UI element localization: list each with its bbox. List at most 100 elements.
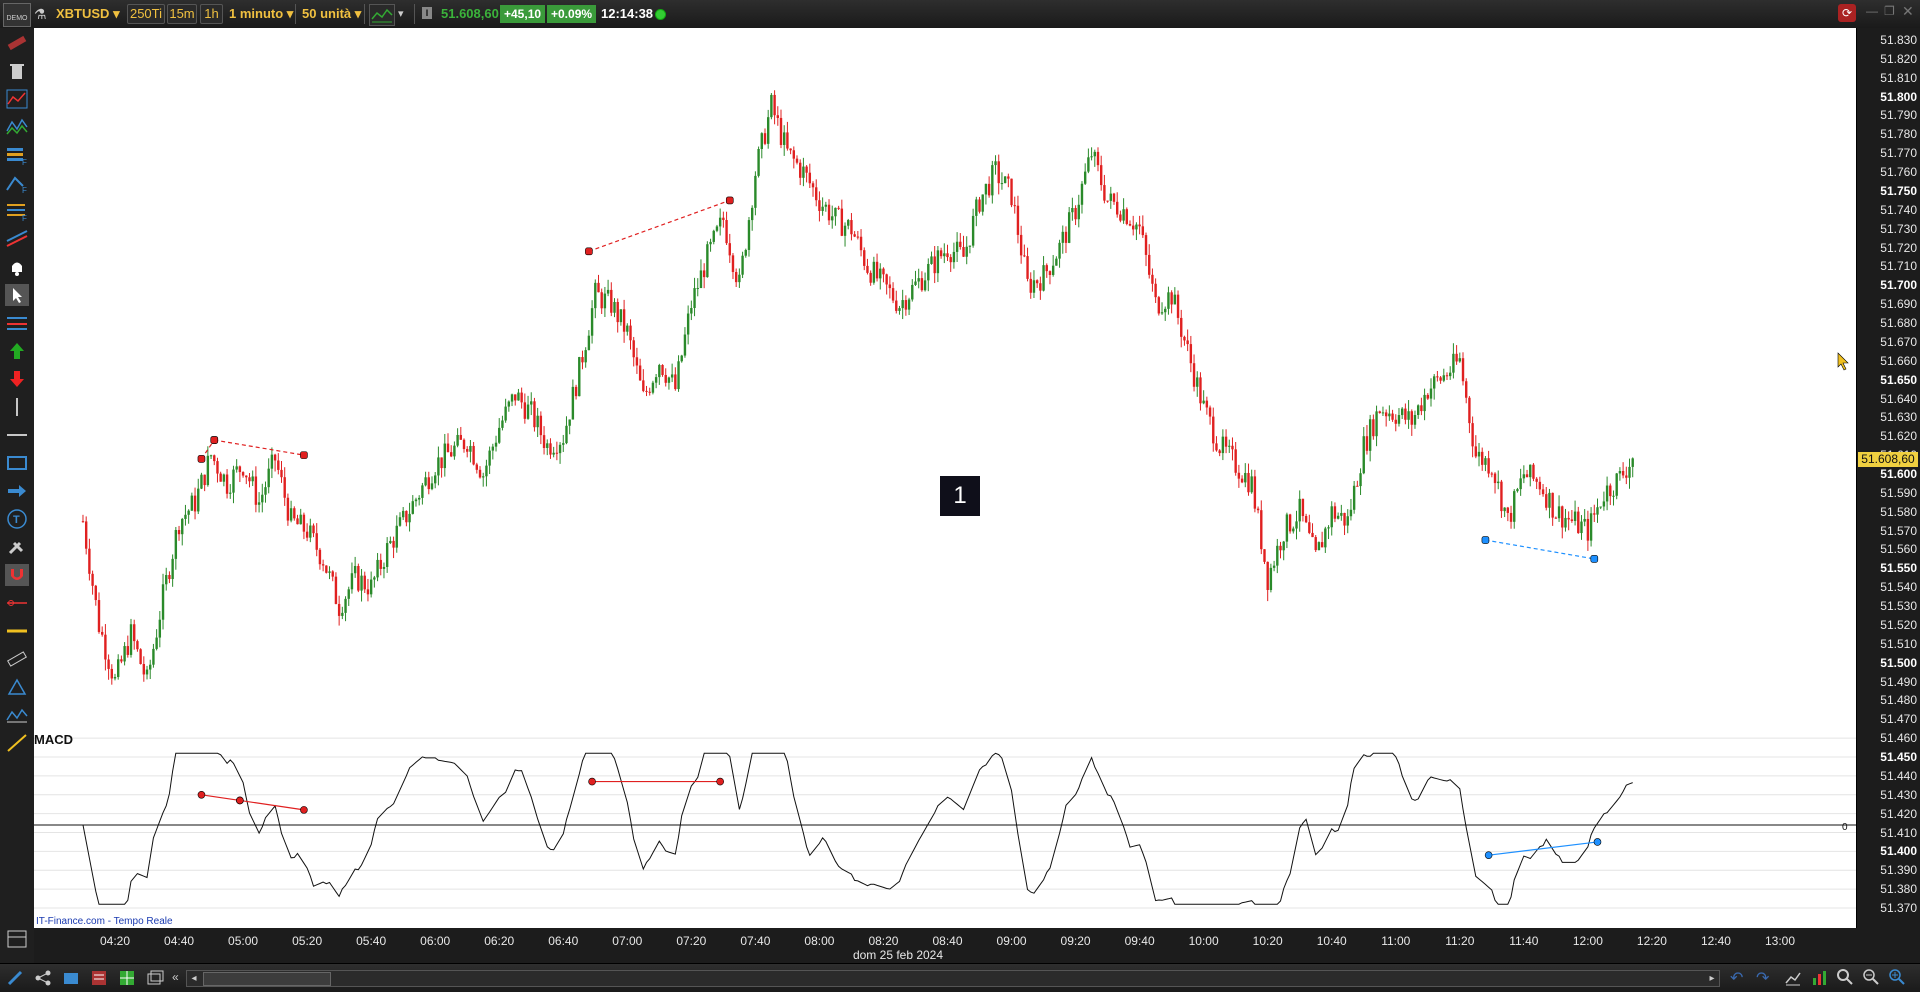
ruler-icon[interactable] — [5, 32, 29, 54]
template-icon[interactable] — [5, 928, 29, 950]
segment-icon[interactable] — [5, 592, 29, 614]
macd-divergence-point[interactable] — [716, 777, 724, 786]
macd-divergence-point[interactable] — [300, 806, 308, 814]
symbol-selector[interactable]: XBTUSD ▾ — [56, 6, 120, 21]
chart-icon[interactable] — [1784, 969, 1802, 990]
minimize-icon[interactable]: — — [1866, 4, 1878, 18]
interval-dropdown[interactable]: 1 minuto ▾ — [229, 6, 294, 21]
line-chart-icon[interactable] — [5, 88, 29, 110]
timeframe-1h-button[interactable]: 1h — [200, 4, 223, 24]
scroll-right-arrow-icon[interactable]: ▸ — [1709, 973, 1715, 984]
macd-panel[interactable]: MACD 0 IT-Finance.com - Tempo Reale — [34, 728, 1856, 928]
screenshot-icon[interactable] — [62, 969, 80, 990]
scroll-thumb[interactable] — [203, 972, 331, 986]
list-icon[interactable] — [90, 969, 108, 990]
trash-icon[interactable] — [5, 60, 29, 82]
pen-icon[interactable] — [6, 969, 24, 990]
candle-body — [773, 94, 776, 116]
zoom-search-icon[interactable] — [1836, 968, 1854, 989]
sell-arrow-icon[interactable] — [5, 368, 29, 390]
candle-body — [1436, 376, 1439, 378]
divergence-point[interactable] — [1481, 536, 1490, 544]
macd-divergence-line[interactable] — [201, 794, 240, 802]
zoom-out-icon[interactable] — [1862, 968, 1880, 989]
candle-body — [911, 284, 914, 300]
divergence-point[interactable] — [197, 455, 206, 463]
divergence-point[interactable] — [1590, 555, 1599, 563]
macd-divergence-line[interactable] — [1488, 841, 1598, 856]
time-axis[interactable]: 04:20 04:40 05:00 05:20 05:40 06:00 06:20 06:40… — [34, 928, 1856, 963]
candle-body — [421, 485, 424, 498]
windows-icon[interactable] — [146, 969, 164, 990]
divergence-point[interactable] — [725, 196, 734, 205]
channel-icon[interactable] — [5, 228, 29, 250]
macd-divergence-line[interactable] — [239, 799, 305, 811]
candle-body — [1058, 242, 1061, 259]
vertical-line-icon[interactable] — [5, 396, 29, 418]
macd-divergence-point[interactable] — [588, 777, 596, 786]
cursor-icon[interactable] — [5, 284, 29, 306]
units-dropdown[interactable]: 50 unità ▾ — [302, 6, 362, 21]
share-icon[interactable] — [34, 969, 52, 990]
divergence-line[interactable] — [214, 439, 305, 456]
buy-arrow-icon[interactable] — [5, 340, 29, 362]
macd-divergence-point[interactable] — [1593, 838, 1602, 846]
indicators-icon[interactable] — [1810, 969, 1828, 990]
divergence-line[interactable] — [588, 199, 730, 252]
undo-icon[interactable]: ↶ — [1730, 970, 1744, 987]
rectangle-icon[interactable] — [5, 452, 29, 474]
candle-body — [1301, 498, 1305, 517]
indicator-icon[interactable] — [5, 116, 29, 138]
macd-divergence-point[interactable] — [236, 796, 244, 805]
yellow-line-icon[interactable] — [5, 620, 29, 642]
timeframe-15m-button[interactable]: 15m — [167, 4, 197, 24]
text-tool-icon[interactable]: T — [5, 508, 29, 530]
divergence-line[interactable] — [1485, 539, 1595, 560]
price-tick-label: 51.830 — [1880, 33, 1917, 47]
measure-icon[interactable] — [5, 648, 29, 670]
grid-icon[interactable] — [118, 969, 136, 990]
fibonacci-fan-icon[interactable]: F — [5, 172, 29, 195]
info-icon[interactable]: I — [422, 7, 432, 19]
divergence-point[interactable] — [210, 436, 219, 444]
candle-body — [994, 161, 997, 166]
macd-divergence-point[interactable] — [1484, 851, 1493, 859]
divergence-point[interactable] — [585, 247, 593, 256]
trendline-icon[interactable] — [5, 732, 29, 754]
price-tick-label: 51.670 — [1880, 334, 1917, 349]
chart-style-dropdown[interactable]: ▾ — [398, 8, 404, 20]
divergence-point[interactable] — [300, 451, 308, 459]
candle-body — [110, 668, 113, 679]
chart-style-icon[interactable] — [369, 4, 395, 26]
time-tick-label: 09:00 — [996, 934, 1027, 948]
candle-body — [1384, 412, 1388, 417]
sync-icon[interactable]: ⟳ — [1838, 4, 1856, 22]
scroll-start-icon[interactable]: « — [172, 970, 179, 984]
candle-body — [1154, 283, 1157, 298]
magnet-icon[interactable] — [5, 564, 29, 586]
horizontal-scrollbar[interactable]: ◂ ▸ — [186, 970, 1720, 987]
candle-body — [1529, 464, 1532, 478]
candle-body — [1003, 176, 1007, 184]
fibonacci-icon[interactable]: F — [5, 144, 29, 167]
alert-bell-icon[interactable] — [5, 256, 29, 278]
candle-body — [1442, 375, 1445, 381]
redo-icon[interactable]: ↷ — [1756, 970, 1770, 987]
zoom-in-icon[interactable] — [1888, 968, 1906, 989]
arrow-right-icon[interactable] — [5, 480, 29, 502]
restore-icon[interactable]: ❐ — [1884, 4, 1895, 18]
price-axis[interactable]: 51.830 51.820 51.810 51.800 51.790 51.780 51.7… — [1856, 28, 1920, 928]
wave-icon[interactable] — [5, 704, 29, 726]
horizontal-line-icon[interactable] — [5, 424, 29, 446]
time-tick-label: 11:00 — [1381, 934, 1411, 948]
macd-divergence-point[interactable] — [197, 790, 206, 799]
price-tick-label: 51.590 — [1880, 485, 1917, 500]
bar-style-icon[interactable] — [5, 312, 29, 334]
fibonacci-levels-icon[interactable]: F — [5, 200, 29, 223]
price-chart[interactable]: 1 — [34, 28, 1856, 728]
tools-icon[interactable] — [5, 536, 29, 558]
scroll-left-arrow-icon[interactable]: ◂ — [191, 973, 197, 984]
triangle-icon[interactable] — [5, 676, 29, 698]
ticks-250-button[interactable]: 250Ti — [127, 4, 165, 24]
close-icon[interactable]: ✕ — [1902, 3, 1914, 19]
